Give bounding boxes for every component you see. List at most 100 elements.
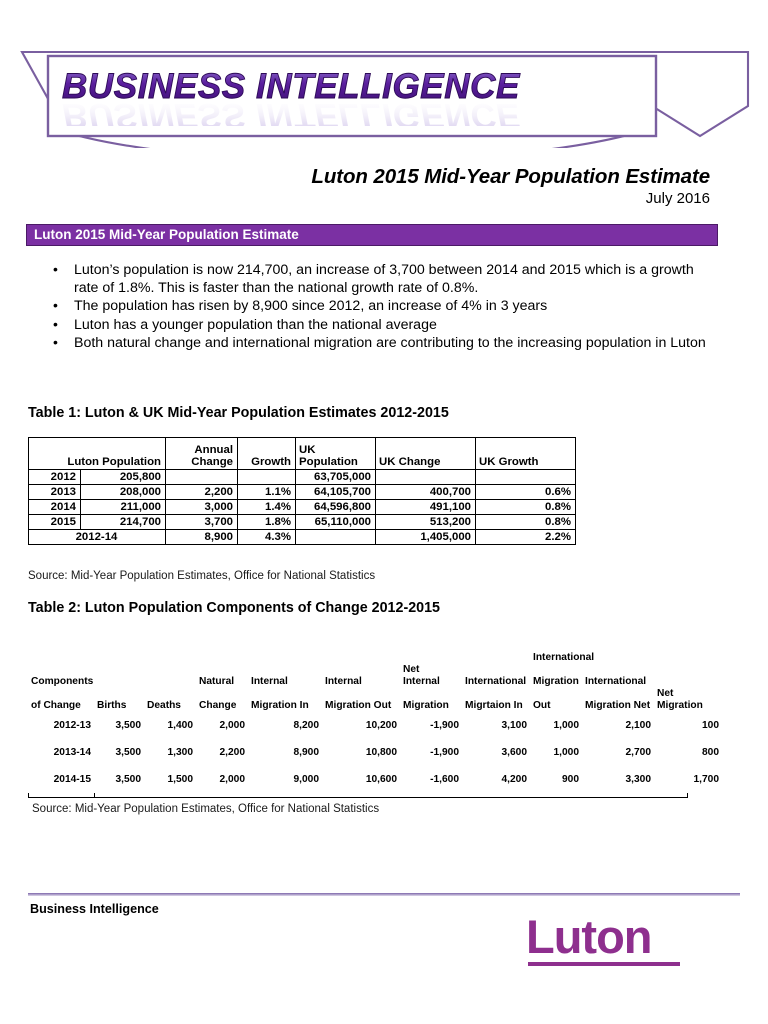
- cell-total-annual-change: 8,900: [165, 529, 239, 545]
- cell-year: 2013: [28, 484, 81, 500]
- table2-header-top-cell-7: [462, 638, 530, 664]
- table2-header-bot-cell-10: Net Migration: [654, 688, 722, 712]
- cell-uk-population: 64,596,800: [295, 499, 377, 515]
- cell-annual-change: [165, 469, 239, 485]
- table2-header-bot-cell-0: of Change: [28, 688, 94, 712]
- cell-net-internal-migration: -1,900: [400, 739, 462, 766]
- header-banner: BUSINESS INTELLIGENCE BUSINESS INTELLIGE…: [0, 48, 768, 148]
- table-row: 2015 214,700 3,700 1.8% 65,110,000 513,200 0.8…: [28, 514, 577, 530]
- table2-header-mid-cell-7: International: [462, 664, 530, 688]
- cell-internal-migration-in: 8,900: [248, 739, 322, 766]
- col-header-luton-population: Luton Population: [27, 437, 167, 470]
- cell-total-growth: 4.3%: [237, 529, 297, 545]
- cell-year: 2014: [28, 499, 81, 515]
- cell-uk-population: 64,105,700: [295, 484, 377, 500]
- cell-luton-population: 211,000: [79, 499, 167, 515]
- cell-total-uk-growth: 2.2%: [475, 529, 577, 545]
- table2-caption: Table 2: Luton Population Components of …: [28, 600, 441, 616]
- cell-year: 2012: [28, 469, 81, 485]
- table2-header-bot-cell-7: Migrtaion In: [462, 688, 530, 712]
- col-header-annual-change: Annual Change: [165, 437, 239, 470]
- table2-header-top-cell-4: [248, 638, 322, 664]
- cell-international-migration-out: 900: [530, 766, 582, 793]
- cell-period-total: 2012-14: [27, 529, 167, 545]
- cell-deaths: 1,300: [144, 739, 196, 766]
- table2-source: Source: Mid-Year Population Estimates, O…: [32, 803, 380, 815]
- cell-international-migration-in: 3,100: [462, 712, 530, 739]
- col-header-annual-change-line2: Change: [191, 456, 234, 468]
- footer-divider: [28, 893, 740, 896]
- table2-header-bot-cell-5: Migration Out: [322, 688, 400, 712]
- table2-header-mid-cell-9: International: [582, 664, 654, 688]
- table2-header-row-top: International: [28, 638, 722, 664]
- cell-net-migration: 800: [654, 739, 722, 766]
- cell-deaths: 1,500: [144, 766, 196, 793]
- list-item: The population has risen by 8,900 since …: [46, 297, 722, 316]
- page-title: Luton 2015 Mid-Year Population Estimate: [311, 165, 710, 188]
- table2-header-top-cell-0: [28, 638, 94, 664]
- cell-international-migration-out: 1,000: [530, 712, 582, 739]
- table2-header-bot-cell-9: Migration Net: [582, 688, 654, 712]
- cell-births: 3,500: [94, 739, 144, 766]
- col-header-uk-population-line2: Population: [299, 456, 358, 468]
- table2-header-top-cell-8: International: [530, 638, 594, 664]
- col-header-uk-growth: UK Growth: [475, 437, 577, 470]
- table-row: 2013 208,000 2,200 1.1% 64,105,700 400,700 0.6…: [28, 484, 577, 500]
- cell-natural-change: 2,000: [196, 712, 248, 739]
- cell-uk-change: 513,200: [375, 514, 477, 530]
- table2-header-mid-cell-5: Internal: [322, 664, 400, 688]
- cell-annual-change: 3,000: [165, 499, 239, 515]
- list-item: Both natural change and international mi…: [46, 334, 722, 353]
- cell-net-internal-migration: -1,900: [400, 712, 462, 739]
- table-row: 2014 211,000 3,000 1.4% 64,596,800 491,100 0.8…: [28, 499, 577, 515]
- list-item: Luton has a younger population than the …: [46, 316, 722, 335]
- cell-uk-growth: [475, 469, 577, 485]
- cell-international-migration-net: 2,100: [582, 712, 654, 739]
- table-header-row: Luton Population Annual Change Growth UK…: [27, 437, 577, 470]
- cell-growth: 1.8%: [237, 514, 297, 530]
- col-header-uk-population: UK Population: [295, 437, 377, 470]
- col-header-annual-change-line1: Annual: [194, 444, 234, 456]
- cell-international-migration-net: 3,300: [582, 766, 654, 793]
- table2-header-mid-cell-10: [654, 664, 722, 688]
- table2-header-bot-cell-8: Out: [530, 688, 582, 712]
- document-date: July 2016: [645, 190, 710, 207]
- table1-caption: Table 1: Luton & UK Mid-Year Population …: [28, 405, 449, 421]
- cell-uk-growth: 0.8%: [475, 514, 577, 530]
- table-row: 2014-15 3,500 1,500 2,000 9,000 10,600 -1,600 4…: [28, 766, 722, 793]
- table2-header-top-cell-3: [196, 638, 248, 664]
- cell-international-migration-in: 3,600: [462, 739, 530, 766]
- cell-deaths: 1,400: [144, 712, 196, 739]
- table2-header-top-cell-5: [322, 638, 400, 664]
- cell-period: 2014-15: [28, 766, 94, 793]
- cell-period: 2012-13: [28, 712, 94, 739]
- table-row: 2012 205,800 63,705,000: [28, 469, 577, 485]
- cell-luton-population: 214,700: [79, 514, 167, 530]
- cell-annual-change: 2,200: [165, 484, 239, 500]
- table2-header-row-bottom: of Change Births Deaths Change Migration In M…: [28, 688, 722, 712]
- cell-annual-change: 3,700: [165, 514, 239, 530]
- table1-population-estimates: Luton Population Annual Change Growth UK…: [27, 437, 577, 545]
- svg-text:BUSINESS INTELLIGENCE: BUSINESS INTELLIGENCE: [62, 67, 521, 106]
- section-header-bar: Luton 2015 Mid-Year Population Estimate: [26, 224, 718, 246]
- cell-year: 2015: [28, 514, 81, 530]
- cell-net-migration: 100: [654, 712, 722, 739]
- cell-luton-population: 208,000: [79, 484, 167, 500]
- table-row: 2013-14 3,500 1,300 2,200 8,900 10,800 -1,900 3…: [28, 739, 722, 766]
- table2-header-bot-cell-4: Migration In: [248, 688, 322, 712]
- table2-header-mid-cell-2: [144, 664, 196, 688]
- table2-header-bot-cell-2: Deaths: [144, 688, 196, 712]
- luton-logo: Luton: [524, 912, 690, 972]
- cell-growth: [237, 469, 297, 485]
- cell-uk-population: 63,705,000: [295, 469, 377, 485]
- cell-international-migration-net: 2,700: [582, 739, 654, 766]
- cell-internal-migration-out: 10,200: [322, 712, 400, 739]
- cell-natural-change: 2,200: [196, 739, 248, 766]
- table2-header-mid-cell-4: Internal: [248, 664, 322, 688]
- svg-text:Luton: Luton: [526, 912, 652, 963]
- cell-international-migration-in: 4,200: [462, 766, 530, 793]
- svg-text:BUSINESS INTELLIGENCE: BUSINESS INTELLIGENCE: [62, 96, 521, 126]
- footer-label: Business Intelligence: [30, 902, 159, 916]
- table2-header-top-cell-2: [144, 638, 196, 664]
- cell-internal-migration-in: 8,200: [248, 712, 322, 739]
